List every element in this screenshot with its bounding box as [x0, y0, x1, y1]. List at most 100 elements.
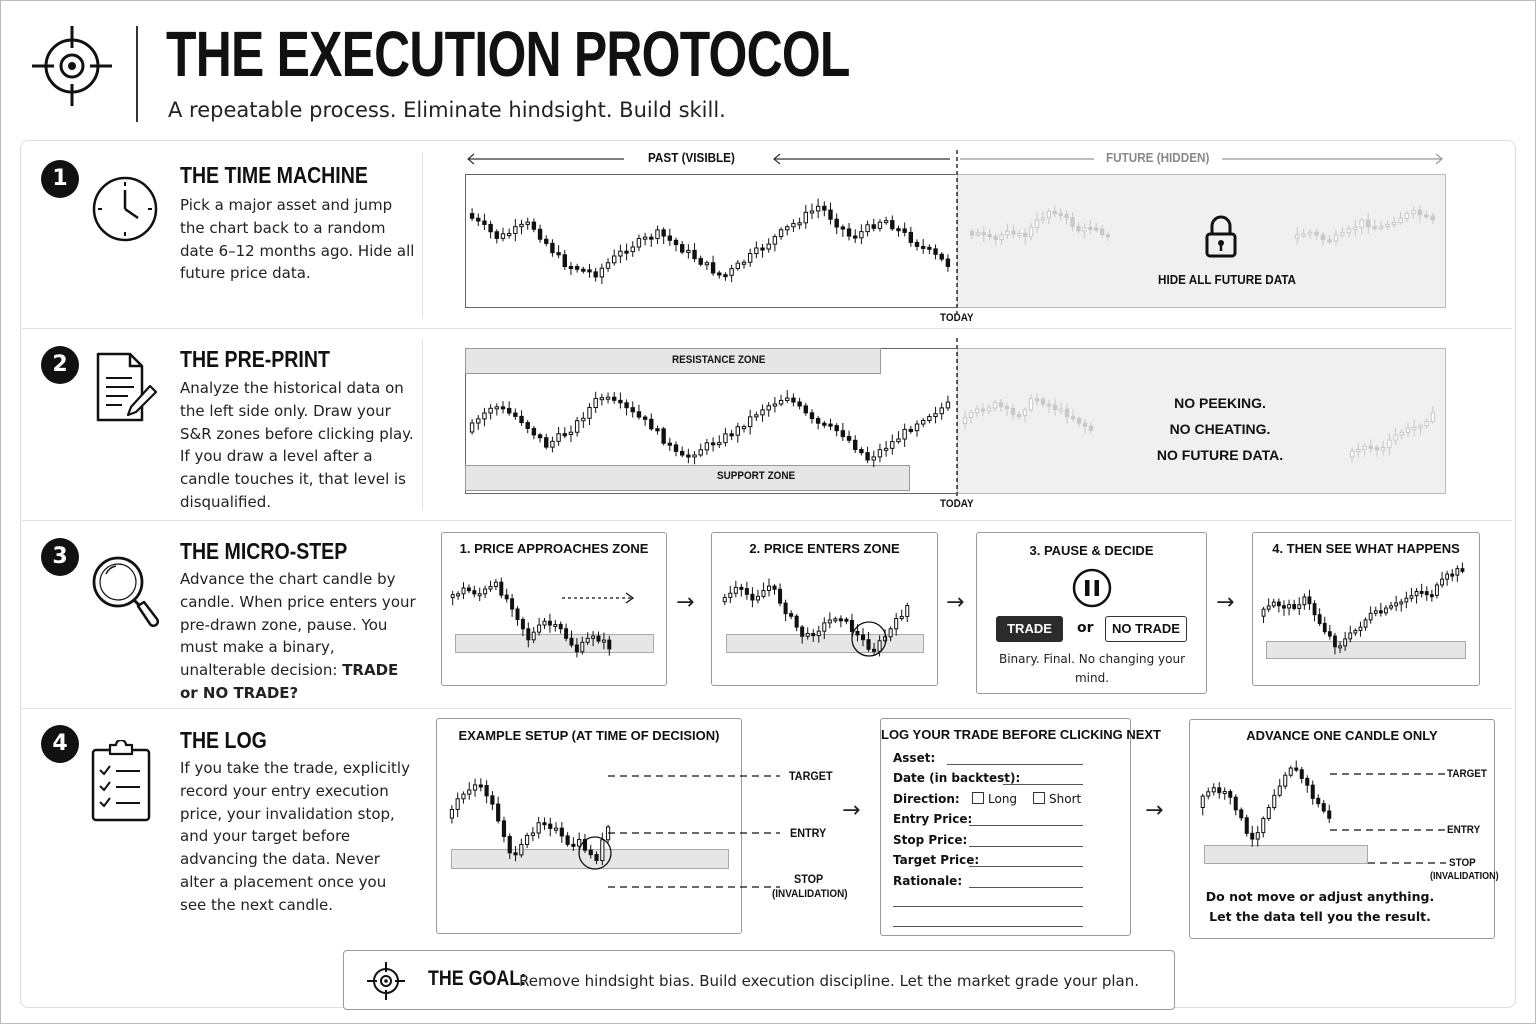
candle-body [562, 254, 567, 268]
candle-body [1460, 568, 1465, 572]
short-checkbox[interactable]: Short [1033, 792, 1081, 806]
candle-body [1404, 213, 1410, 219]
candle-body [1327, 631, 1332, 637]
candle-body [506, 407, 512, 414]
candle-body [1070, 416, 1076, 420]
candle-body [504, 594, 509, 600]
candle-body [846, 228, 852, 237]
candle-body [1105, 234, 1111, 238]
candle-body [587, 269, 592, 273]
candle-body [1040, 398, 1046, 405]
step-3-emphasis: TRADE or NO TRADE? [180, 661, 399, 702]
candle-body [755, 595, 760, 601]
candle-body [1409, 595, 1414, 599]
candle-body [710, 262, 716, 274]
candle-body [778, 399, 784, 405]
candle-body [761, 589, 766, 597]
date-field[interactable] [1003, 784, 1083, 785]
candle-body [1011, 230, 1016, 235]
candle-body [789, 613, 794, 617]
candle-body [585, 637, 590, 643]
trade-button[interactable]: TRADE [996, 616, 1063, 642]
rationale-field[interactable] [893, 906, 1083, 907]
candle-body [513, 852, 518, 856]
candle-body [1455, 568, 1460, 576]
candle-body [729, 268, 734, 276]
candle-body [1211, 787, 1216, 793]
candle-body [630, 407, 635, 413]
candle-body [580, 641, 585, 653]
step-2-title: THE PRE-PRINT [180, 346, 330, 372]
candle-body [550, 242, 555, 254]
candle-body [455, 798, 460, 810]
candle-body [565, 835, 570, 845]
candle-body [1255, 832, 1260, 840]
stop-price-field[interactable] [969, 846, 1083, 847]
candle-body [542, 822, 547, 826]
candle-body [1435, 584, 1439, 596]
step-number-4: 4 [41, 725, 79, 763]
candle-body [794, 615, 799, 628]
candle-body [1272, 794, 1277, 809]
panel-title: 3. PAUSE & DECIDE [1029, 543, 1154, 558]
rationale-field[interactable] [969, 887, 1083, 888]
candle-body [636, 411, 642, 418]
candle-body [556, 252, 561, 256]
panel-title: 4. THEN SEE WHAT HAPPENS [1272, 541, 1460, 556]
candle-body [679, 244, 685, 253]
target-price-field[interactable] [969, 866, 1083, 867]
step-4-title: THE LOG [180, 727, 267, 753]
rationale-field[interactable] [893, 926, 1083, 927]
asset-field[interactable] [947, 764, 1083, 765]
candle-body [1333, 234, 1339, 242]
clipboard-checklist-icon [91, 740, 151, 822]
candle-body [1052, 210, 1057, 215]
candle-body [872, 648, 877, 652]
candle-body [883, 447, 889, 451]
candle-body [766, 243, 771, 250]
candle-body [890, 441, 895, 449]
candle-body [1356, 448, 1361, 452]
candle-body [717, 272, 722, 276]
long-checkbox[interactable]: Long [972, 792, 1017, 806]
candle-body [704, 262, 710, 266]
micro-step-panel-4: 4. THEN SEE WHAT HAPPENS [1252, 532, 1480, 686]
candle-body [553, 623, 558, 627]
candle-body [1394, 602, 1399, 607]
candle-body [914, 423, 920, 432]
candle-body [673, 444, 679, 452]
candle-body [1299, 769, 1304, 779]
goal-label: THE GOAL: [428, 967, 527, 990]
candle-body [1276, 601, 1281, 607]
arrow-right-icon: → [1145, 798, 1164, 823]
candle-body [1034, 219, 1040, 228]
candle-body [461, 793, 466, 800]
candle-body [927, 246, 932, 250]
future-hidden-label: FUTURE (HIDDEN) [1106, 150, 1210, 165]
candle-body [493, 581, 498, 587]
candle-body [500, 233, 506, 239]
candle-body [1327, 810, 1332, 819]
candle-body [547, 620, 552, 626]
crosshair-icon [367, 962, 405, 1000]
target-label: TARGET [789, 769, 833, 783]
candle-body [853, 439, 858, 450]
resistance-zone [465, 348, 881, 374]
candle-body [962, 416, 968, 424]
candle-body [1348, 632, 1353, 640]
candle-body [1445, 573, 1450, 580]
candle-body [860, 634, 866, 641]
candle-body [476, 418, 481, 424]
no-trade-button[interactable]: NO TRADE [1105, 616, 1187, 642]
entry-price-field[interactable] [969, 825, 1083, 826]
candle-body [859, 448, 864, 454]
candle-body [1368, 445, 1373, 449]
candle-body [1228, 790, 1233, 798]
candle-body [588, 849, 593, 856]
warning-line: NO PEEKING. [1174, 395, 1266, 411]
candle-body [593, 397, 598, 408]
candle-body [600, 839, 605, 861]
candle-body [822, 422, 827, 426]
entry-label: ENTRY [790, 826, 827, 840]
candle-body [636, 238, 642, 248]
